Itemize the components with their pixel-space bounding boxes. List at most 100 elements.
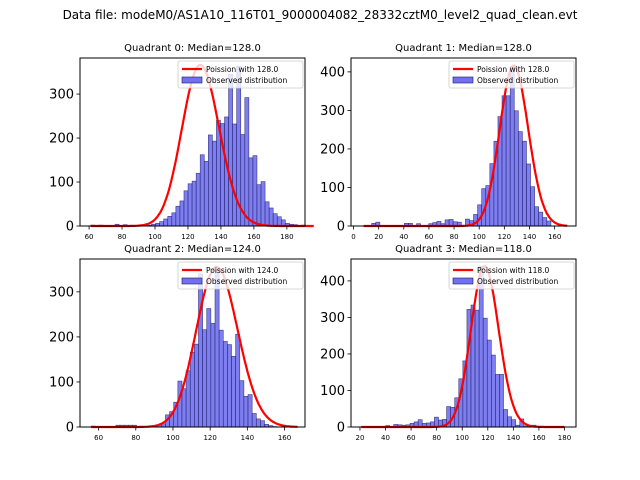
histogram-bar [177,380,183,428]
histogram-bar [505,95,511,227]
histogram-bar [248,157,254,227]
x-tick-label: 40 [399,233,408,241]
legend-box [448,60,575,89]
histogram-bar [163,218,169,227]
x-tick-label: 100 [148,233,161,241]
histogram-bar [260,181,266,227]
x-tick-label: 20 [374,233,383,241]
histogram-bar [194,343,199,428]
x-tick-label: 160 [278,434,291,442]
subplot-title: Quadrant 0: Median=128.0 [124,43,261,54]
axes-frame [350,57,577,227]
histogram-bar [210,323,216,428]
histogram-bar [195,172,201,227]
histogram-bar [491,354,496,428]
histogram-bar [239,380,245,428]
y-tick-label: 0 [337,220,345,235]
histogram-bar [231,355,236,428]
histogram-bar [434,416,439,428]
x-tick-label: 160 [548,233,561,241]
legend-label-observed: Observed distribution [477,76,558,85]
x-tick-label: 140 [241,434,254,442]
histogram-bar [507,416,512,428]
histogram-bar [244,97,250,227]
legend-label-poisson: Poission with 128.0 [477,65,550,74]
y-tick-label: 300 [49,88,74,103]
legend-label-observed: Observed distribution [206,277,287,286]
x-tick-label: 0 [351,233,355,241]
histogram-bar [268,207,274,227]
x-tick-label: 20 [355,434,364,442]
legend-bar-swatch [181,76,203,84]
histogram-bar [251,413,257,428]
y-tick-label: 100 [49,375,74,390]
y-tick-label: 400 [320,274,345,289]
x-tick-label: 80 [118,233,127,241]
histogram-bar [187,183,193,227]
histogram-bar [486,339,492,428]
histogram-bar [214,267,220,428]
histogram-bar [522,140,527,227]
histogram-bar [546,220,552,227]
histogram-bar [171,212,177,227]
x-tick-label: 120 [203,434,216,442]
histogram-bar [227,344,232,428]
x-tick-label: 160 [532,434,545,442]
histogram-bar [203,161,209,227]
x-tick-label: 60 [424,233,433,241]
histogram-bar [538,211,544,227]
axes-frame [350,258,577,428]
legend-box [177,261,304,290]
histogram-bar [212,140,217,227]
y-tick-label: 100 [49,176,74,191]
histogram-bar [218,329,224,428]
histogram-bar [191,180,197,227]
histogram-bar [202,329,208,428]
histogram-bar [252,155,258,227]
histogram-bar [482,317,488,428]
x-tick-label: 60 [407,434,416,442]
legend-label-poisson: Poission with 118.0 [477,266,550,275]
histogram-bar [256,184,262,227]
histogram-bar [530,186,535,227]
histogram-bar [222,341,228,428]
histogram-bar [232,123,237,227]
x-tick-label: 100 [473,233,486,241]
histogram-bar [474,309,480,428]
legend-bar-swatch [452,76,474,84]
axes-frame [79,57,306,227]
x-tick-label: 100 [456,434,469,442]
x-tick-label: 140 [507,434,520,442]
poisson-curve [363,64,568,228]
histogram-bar [199,154,205,227]
x-tick-label: 40 [381,434,390,442]
histogram-bar [198,273,203,428]
y-tick-label: 0 [337,421,345,436]
histogram-bar [206,308,212,428]
subplot-quadrant-1: Quadrant 1: Median=128.0 0 100 200 300 400 0 20… [320,43,577,241]
y-tick-label: 200 [320,142,345,157]
y-tick-label: 0 [66,421,74,436]
histogram-bar [175,205,181,227]
x-tick-label: 180 [558,434,571,442]
histogram-bar [260,420,265,428]
legend-bar-swatch [452,277,474,285]
histogram-bar [228,73,233,227]
legend-label-poisson: Poission with 128.0 [206,65,279,74]
histogram-bar [264,201,270,227]
histogram-bar [511,419,517,428]
histogram-bar [509,66,515,227]
histogram-bar [503,409,508,428]
subplot-title: Quadrant 2: Median=124.0 [124,244,261,255]
figure-suptitle: Data file: modeM0/AS1A10_116T01_90000040… [62,8,578,22]
y-tick-label: 100 [320,181,345,196]
legend-box [177,60,304,89]
x-tick-label: 120 [181,233,194,241]
x-tick-label: 60 [85,233,94,241]
histogram-bar [181,388,187,428]
y-tick-label: 100 [320,384,345,399]
histogram-bar [534,206,539,227]
y-tick-label: 300 [320,104,345,119]
y-tick-label: 300 [320,311,345,326]
